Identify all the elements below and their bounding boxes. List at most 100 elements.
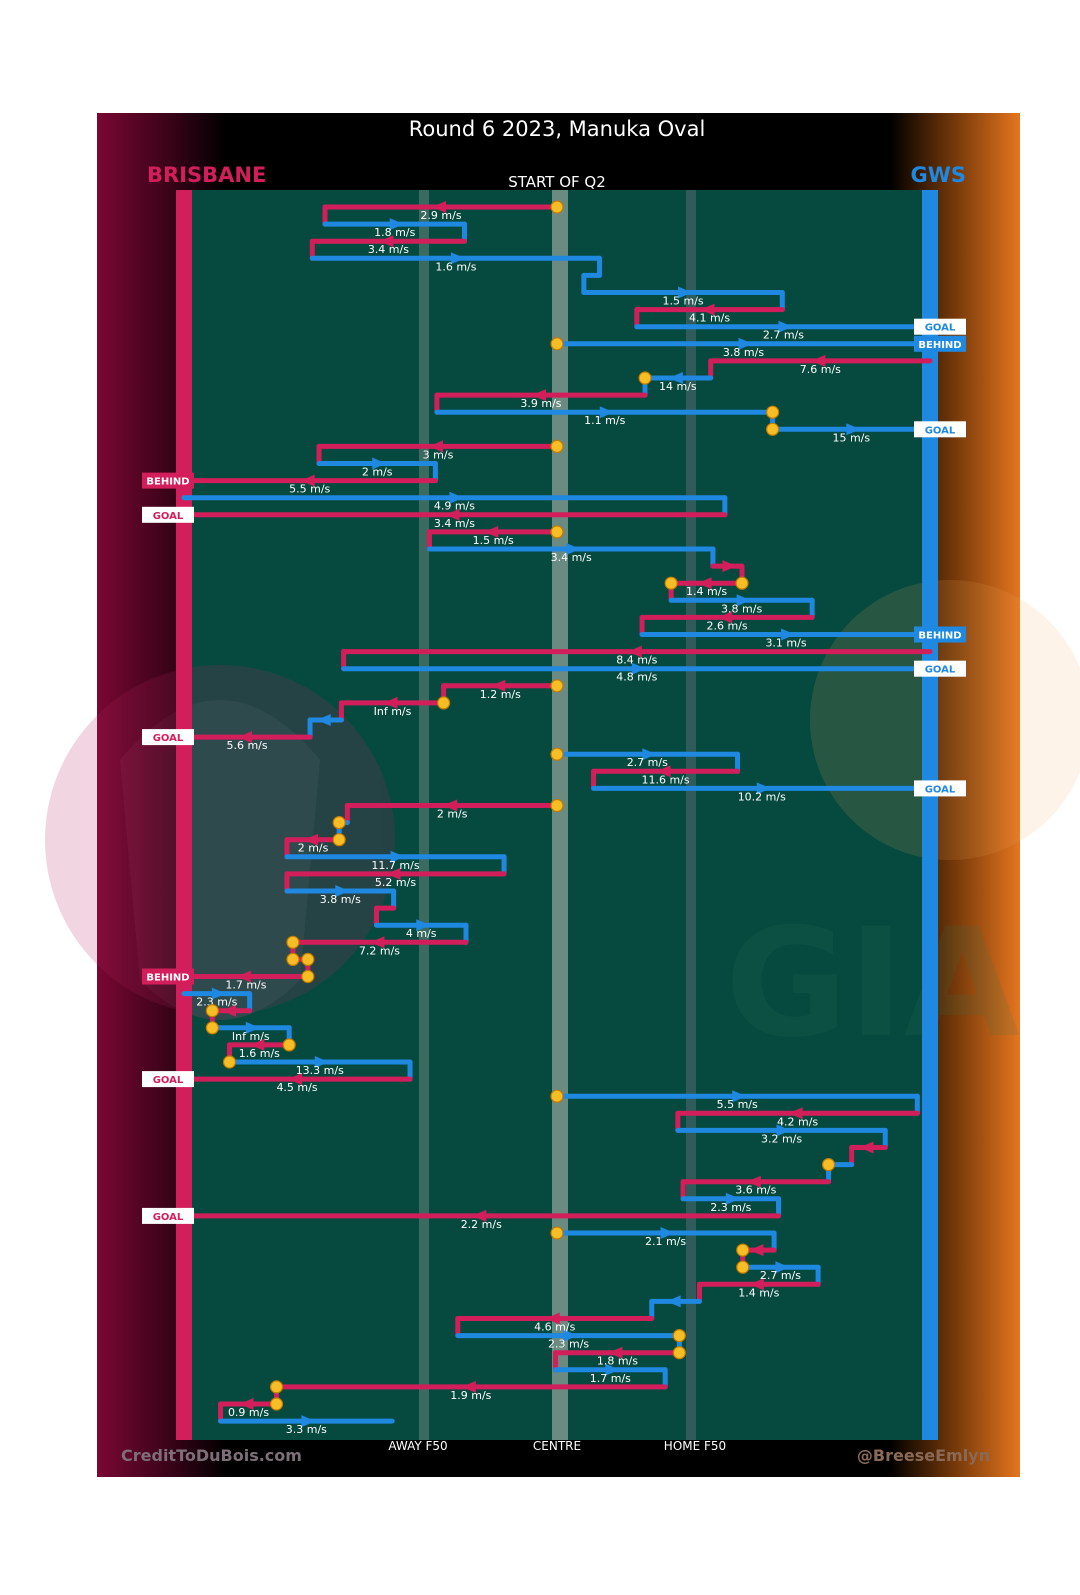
stoppage-marker xyxy=(332,815,346,830)
score-badges: GOAL BEHIND GOAL BEHIND GOAL BEHIND GOAL GOAL GO… xyxy=(142,318,966,1224)
score-badge-label: GOAL xyxy=(153,511,184,522)
direction-arrow xyxy=(738,337,753,350)
direction-arrow xyxy=(605,1363,620,1376)
speed-label: 2.7 m/s xyxy=(627,756,668,769)
speed-label: 2.3 m/s xyxy=(196,996,237,1009)
stoppage-marker xyxy=(301,969,315,984)
direction-arrow xyxy=(383,696,398,709)
direction-arrow xyxy=(288,1073,303,1086)
speed-label: 3.6 m/s xyxy=(735,1184,776,1197)
direction-arrow xyxy=(301,1415,316,1428)
score-badge-label: GOAL xyxy=(925,323,956,334)
direction-arrow xyxy=(372,457,387,470)
stoppage-marker xyxy=(736,1260,750,1274)
stoppage-marker xyxy=(269,1397,284,1411)
stoppage-marker xyxy=(286,935,300,949)
away-f50-line xyxy=(419,190,429,1440)
speed-label: 3.8 m/s xyxy=(721,602,762,615)
speed-label: 2.9 m/s xyxy=(420,209,461,222)
speed-label: 5.2 m/s xyxy=(375,876,416,889)
direction-arrow xyxy=(668,372,683,384)
score-badge-label: GOAL xyxy=(925,425,956,436)
direction-arrow xyxy=(746,1175,761,1188)
direction-arrow xyxy=(642,748,657,761)
direction-arrow xyxy=(608,1346,623,1359)
score-badge-label: BEHIND xyxy=(918,631,961,642)
speed-label: Inf m/s xyxy=(374,705,412,718)
centre-line xyxy=(552,190,568,1440)
score-badge-label: GOAL xyxy=(153,1075,184,1086)
speed-label: 4.9 m/s xyxy=(434,500,475,513)
chart-title: Round 6 2023, Manuka Oval xyxy=(409,117,706,141)
speed-label: 3.9 m/s xyxy=(520,397,561,410)
direction-arrow xyxy=(390,850,405,863)
direction-arrow xyxy=(211,987,226,1000)
speed-label: 1.7 m/s xyxy=(225,979,266,992)
direction-arrow xyxy=(631,662,646,675)
speed-label: 3.8 m/s xyxy=(320,893,361,906)
direction-arrow xyxy=(697,577,712,590)
speed-label: 1.4 m/s xyxy=(686,585,727,598)
stoppage-marker xyxy=(736,1243,750,1257)
speed-label: 11.7 m/s xyxy=(371,859,419,872)
stoppage-markers xyxy=(205,200,836,1411)
direction-arrow xyxy=(450,252,465,265)
direction-arrow xyxy=(756,782,771,795)
direction-arrow xyxy=(859,1141,874,1154)
direction-arrow xyxy=(389,218,404,231)
direction-arrow xyxy=(221,1004,236,1017)
team-left-label: BRISBANE xyxy=(147,163,266,187)
speed-label: 7.6 m/s xyxy=(800,363,841,376)
score-badge xyxy=(142,472,194,489)
direction-arrow xyxy=(781,628,796,641)
credit-right: @BreeseEmlyn xyxy=(857,1446,990,1465)
score-badge-label: BEHIND xyxy=(146,477,189,488)
speed-label: 4.8 m/s xyxy=(616,671,657,684)
direction-arrow xyxy=(722,560,737,573)
direction-arrow xyxy=(445,508,460,521)
speed-label: 1.8 m/s xyxy=(374,226,415,239)
direction-arrow xyxy=(563,1329,578,1342)
direction-arrow xyxy=(678,286,693,299)
direction-arrow xyxy=(236,970,251,983)
speed-label: 3.2 m/s xyxy=(761,1132,802,1145)
score-badge-label: GOAL xyxy=(925,665,956,676)
direction-arrow xyxy=(811,354,826,367)
speed-label: 2 m/s xyxy=(362,466,393,479)
quarter-label: START OF Q2 xyxy=(508,173,606,191)
stoppage-marker xyxy=(765,422,780,436)
direction-arrow xyxy=(472,1209,487,1222)
possession-chains xyxy=(181,201,933,1428)
direction-arrow xyxy=(666,1295,681,1308)
stoppage-marker xyxy=(550,679,564,693)
speed-label: 0.9 m/s xyxy=(228,1406,269,1419)
direction-arrow xyxy=(461,1380,476,1393)
stoppage-marker xyxy=(301,952,315,967)
stoppage-marker xyxy=(332,833,346,847)
stoppage-marker xyxy=(550,200,564,214)
direction-arrow xyxy=(725,1192,740,1205)
credit-left: CreditToDuBois.com xyxy=(121,1446,302,1465)
speed-label: 1.5 m/s xyxy=(662,295,703,308)
stoppage-marker xyxy=(286,952,300,967)
stoppage-marker xyxy=(664,576,678,590)
direction-arrow xyxy=(566,543,581,555)
stoppage-marker xyxy=(550,525,564,539)
direction-arrow xyxy=(314,1056,329,1068)
direction-arrow xyxy=(700,303,715,316)
score-badge-label: GOAL xyxy=(153,1212,184,1223)
direction-arrow xyxy=(491,679,506,692)
direction-arrow xyxy=(775,1261,790,1274)
axis-label-centre: CENTRE xyxy=(533,1439,581,1453)
score-badge xyxy=(914,335,966,352)
stoppage-marker xyxy=(672,1346,686,1360)
speed-label: 2.3 m/s xyxy=(548,1338,589,1351)
direction-arrow xyxy=(732,1090,747,1103)
speed-label: 1.6 m/s xyxy=(435,260,476,273)
direction-arrow xyxy=(749,1278,764,1291)
speed-label: 8.4 m/s xyxy=(616,654,657,667)
direction-arrow xyxy=(531,389,546,402)
speed-label: 2 m/s xyxy=(298,842,329,855)
stoppage-marker xyxy=(222,1055,237,1069)
speed-label: 4 m/s xyxy=(406,927,437,940)
